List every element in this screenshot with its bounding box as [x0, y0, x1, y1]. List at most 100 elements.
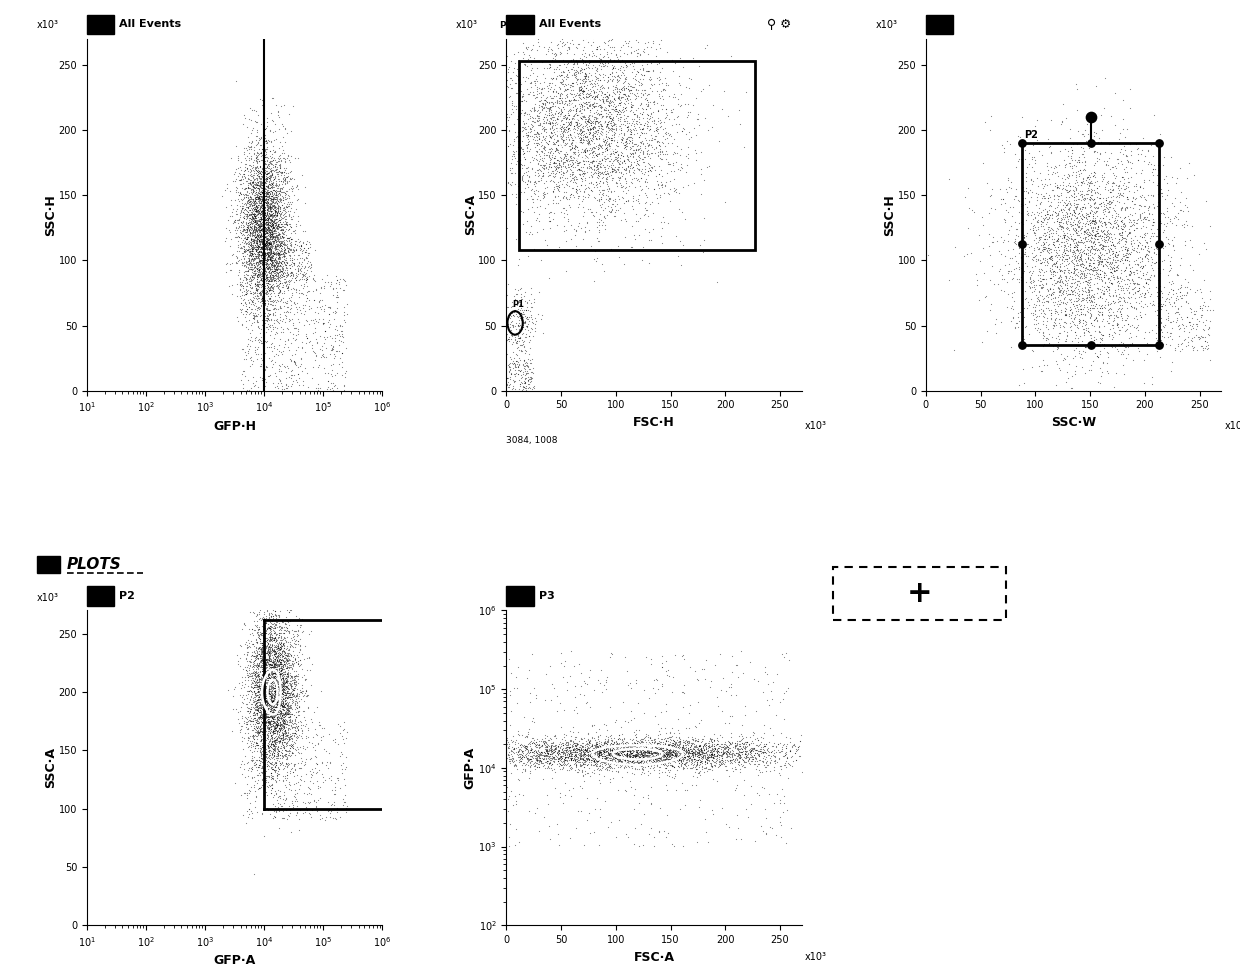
Point — [275, 154, 295, 169]
Point — [291, 728, 311, 743]
Point — [238, 227, 258, 243]
Point — [246, 171, 265, 187]
Point — [1074, 223, 1094, 239]
Point — [532, 169, 552, 184]
Point — [616, 747, 636, 763]
Point — [270, 147, 290, 163]
Point — [559, 120, 579, 135]
Point — [645, 685, 665, 700]
Point — [614, 761, 634, 776]
Point — [244, 227, 264, 243]
Point — [253, 250, 273, 266]
Point — [436, 747, 456, 763]
Point — [250, 137, 270, 153]
Point — [243, 236, 263, 251]
Point — [568, 747, 588, 763]
Point — [253, 693, 273, 708]
Point — [553, 737, 573, 753]
Point — [1107, 193, 1127, 208]
Point — [275, 274, 295, 289]
Point — [1060, 237, 1080, 252]
Point — [588, 749, 608, 765]
Point — [269, 743, 289, 759]
Point — [1055, 207, 1075, 223]
Point — [262, 150, 281, 166]
Point — [632, 166, 652, 181]
Point — [258, 150, 278, 166]
Point — [536, 180, 556, 196]
Point — [578, 114, 598, 130]
Point — [520, 745, 539, 761]
Point — [263, 622, 283, 638]
Point — [267, 757, 286, 772]
Point — [526, 212, 546, 228]
Point — [1019, 157, 1039, 172]
Point — [231, 281, 250, 297]
Point — [606, 64, 626, 80]
Point — [1151, 279, 1171, 294]
Point — [258, 720, 278, 735]
Point — [472, 107, 492, 123]
Point — [676, 148, 696, 164]
Point — [255, 157, 275, 172]
Point — [1034, 190, 1054, 206]
Point — [268, 679, 288, 694]
Point — [502, 318, 522, 333]
Point — [1089, 323, 1109, 339]
Point — [252, 681, 272, 696]
Point — [264, 676, 284, 692]
Point — [640, 136, 660, 152]
Point — [640, 752, 660, 768]
Point — [236, 211, 255, 227]
Point — [258, 679, 278, 694]
Point — [551, 122, 570, 137]
Point — [559, 39, 579, 55]
Point — [238, 684, 258, 699]
Point — [618, 119, 637, 134]
Point — [247, 177, 267, 193]
Point — [522, 321, 542, 337]
Point — [1024, 274, 1044, 289]
Point — [267, 214, 286, 230]
Point — [1178, 329, 1198, 345]
Point — [510, 129, 529, 144]
Point — [615, 55, 635, 70]
Point — [258, 738, 278, 754]
Point — [269, 344, 289, 359]
Point — [241, 666, 260, 682]
Point — [242, 713, 262, 729]
Point — [567, 100, 587, 116]
Point — [619, 741, 639, 757]
Point — [258, 244, 278, 260]
Point — [1001, 339, 1021, 355]
Point — [1070, 139, 1090, 155]
Point — [260, 708, 280, 724]
Point — [635, 131, 655, 146]
Point — [621, 94, 641, 109]
Point — [572, 105, 591, 121]
Point — [604, 92, 624, 107]
Point — [255, 709, 275, 725]
Point — [259, 224, 279, 240]
Point — [270, 681, 290, 696]
Point — [1081, 230, 1101, 245]
Point — [552, 103, 572, 119]
Point — [250, 228, 270, 244]
Point — [543, 46, 563, 61]
Point — [277, 726, 296, 741]
Point — [626, 735, 646, 751]
Point — [264, 672, 284, 688]
Point — [677, 748, 697, 764]
Point — [1087, 144, 1107, 160]
Point — [275, 122, 295, 137]
Point — [268, 640, 288, 656]
Point — [253, 214, 273, 230]
Point — [543, 150, 563, 166]
Point — [286, 719, 306, 734]
Point — [267, 703, 286, 719]
Point — [259, 578, 279, 593]
Point — [663, 738, 683, 754]
Point — [1084, 210, 1104, 226]
Point — [562, 128, 582, 143]
Point — [635, 67, 655, 83]
